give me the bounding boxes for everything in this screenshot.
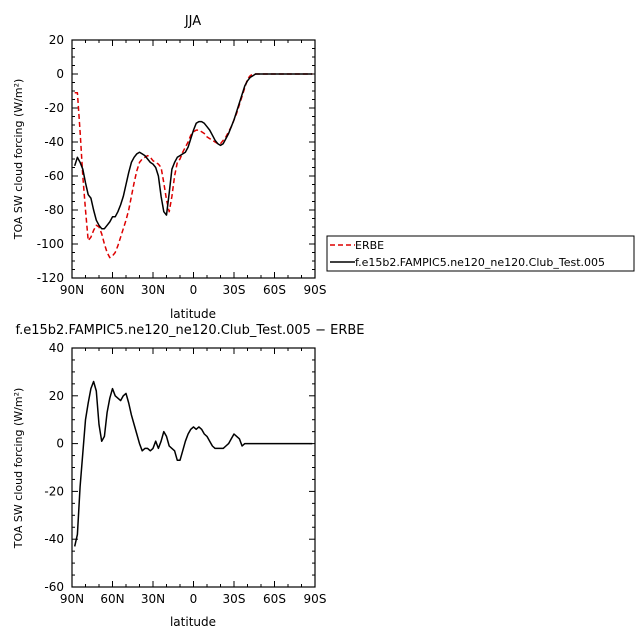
- bottom-chart-xlabel: latitude: [170, 615, 216, 629]
- top-chart-plot: -120 -100 -80 -60 -40 -20 0 20 90N 60N 30N 0 30S 60S 9…: [37, 33, 327, 297]
- top-x-tick-label: 90S: [304, 283, 327, 297]
- top-y-tick-label: 0: [56, 67, 64, 81]
- bottom-x-tick-label: 30N: [141, 592, 165, 606]
- bottom-x-tick-label: 90S: [304, 592, 327, 606]
- bottom-x-tick-label: 60N: [100, 592, 124, 606]
- top-y-tick-label: -80: [44, 203, 64, 217]
- legend-label-model: f.e15b2.FAMPIC5.ne120_ne120.Club_Test.00…: [355, 256, 605, 269]
- top-chart-title: JJA: [184, 14, 201, 29]
- bottom-chart-ylabel: TOA SW cloud forcing (W/m²): [12, 388, 25, 550]
- legend: ERBE f.e15b2.FAMPIC5.ne120_ne120.Club_Te…: [326, 235, 635, 272]
- top-y-tick-label: -20: [44, 101, 64, 115]
- bottom-chart-plot: -60 -40 -20 0 20 40 90N 60N 30N 0 30S 60S 90S: [44, 341, 326, 606]
- top-x-tick-label: 30N: [141, 283, 165, 297]
- top-x-tick-label: 90N: [60, 283, 84, 297]
- legend-box: [326, 235, 635, 272]
- top-y-tick-label: -40: [44, 135, 64, 149]
- top-y-tick-label: -100: [37, 237, 64, 251]
- bottom-y-tick-label: 20: [49, 389, 64, 403]
- bottom-plot-frame: [71, 347, 316, 588]
- top-y-tick-label: -120: [37, 271, 64, 285]
- top-x-tick-label: 60S: [263, 283, 286, 297]
- top-chart-ylabel: TOA SW cloud forcing (W/m²): [12, 79, 25, 241]
- bottom-y-tick-label: 40: [49, 341, 64, 355]
- bottom-y-tick-label: -60: [44, 580, 64, 594]
- top-x-tick-label: 0: [190, 283, 198, 297]
- bottom-series-line-0: [73, 380, 313, 547]
- top-x-tick-label: 60N: [100, 283, 124, 297]
- top-series-line-0: [74, 73, 313, 259]
- top-x-tick-label: 30S: [223, 283, 246, 297]
- bottom-x-tick-label: 60S: [263, 592, 286, 606]
- legend-label-erbe: ERBE: [355, 239, 384, 252]
- top-chart-xlabel: latitude: [170, 307, 216, 321]
- bottom-x-tick-label: 0: [190, 592, 198, 606]
- top-plot-frame: [71, 39, 316, 279]
- top-series-line-1: [73, 73, 313, 230]
- bottom-x-tick-label: 90N: [60, 592, 84, 606]
- bottom-chart-title: f.e15b2.FAMPIC5.ne120_ne120.Club_Test.00…: [15, 323, 364, 338]
- bottom-y-tick-label: -20: [44, 484, 64, 498]
- bottom-y-tick-label: -40: [44, 532, 64, 546]
- top-y-tick-label: 20: [49, 33, 64, 47]
- top-y-tick-label: -60: [44, 169, 64, 183]
- bottom-x-tick-label: 30S: [223, 592, 246, 606]
- bottom-y-tick-label: 0: [56, 437, 64, 451]
